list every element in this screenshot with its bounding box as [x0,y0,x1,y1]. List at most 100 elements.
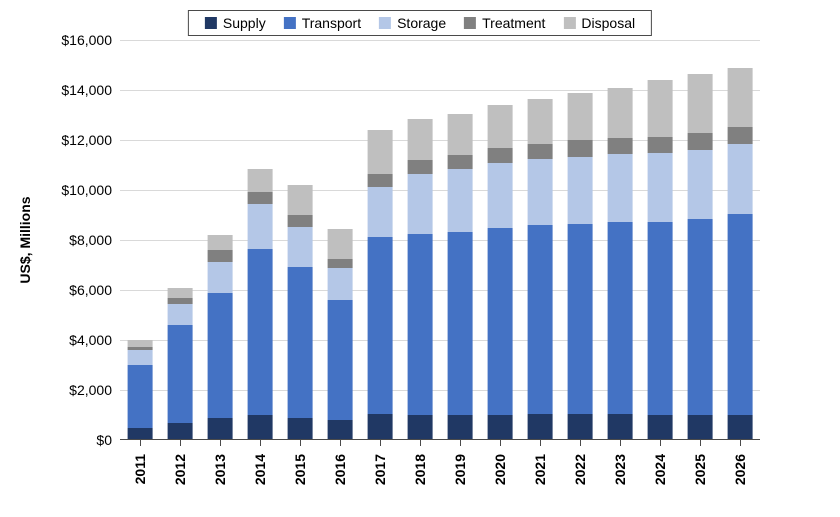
x-tick-mark [380,440,381,446]
x-tick-mark [420,440,421,446]
y-tick-label: $10,000 [47,182,112,198]
bar-segment-storage [328,268,353,301]
bar-segment-transport [568,224,593,414]
bar-segment-disposal [608,88,633,138]
stacked-bar [128,340,153,439]
bar-segment-transport [328,300,353,420]
bar-segment-disposal [408,119,433,160]
legend-swatch [205,17,217,29]
x-tick-label: 2023 [612,454,628,485]
x-tick-mark [620,440,621,446]
bar-segment-supply [568,414,593,439]
x-tick-mark [580,440,581,446]
bar-slot [480,40,520,439]
x-tick-mark [340,440,341,446]
bar-segment-storage [248,204,273,249]
bar-segment-storage [688,150,713,219]
bar-segment-storage [728,144,753,214]
bar-segment-storage [288,227,313,267]
bar-segment-treatment [328,259,353,268]
x-tick-label: 2011 [132,454,148,484]
bar-segment-disposal [208,235,233,250]
bar-segment-transport [208,293,233,418]
x-tick-mark [500,440,501,446]
stacked-bar [568,93,593,439]
bar-segment-storage [448,169,473,232]
legend-label: Disposal [581,15,635,31]
x-tick-mark [140,440,141,446]
stacked-bar [168,288,193,439]
bar-segment-disposal [368,130,393,174]
y-tick-label: $0 [47,432,112,448]
bar-segment-transport [248,249,273,415]
bar-segment-treatment [368,174,393,187]
bar-segment-treatment [288,215,313,226]
bar-segment-treatment [728,127,753,145]
x-tick-mark [220,440,221,446]
bar-segment-transport [648,222,673,416]
x-tick-mark [180,440,181,446]
bar-segment-storage [608,154,633,222]
stacked-bar [248,169,273,439]
stacked-bar [728,68,753,439]
bar-segment-supply [368,414,393,439]
y-tick-label: $14,000 [47,82,112,98]
x-tick-mark [300,440,301,446]
x-tick-label: 2019 [452,454,468,485]
x-tick-mark [540,440,541,446]
stacked-bar [408,119,433,439]
legend: SupplyTransportStorageTreatmentDisposal [188,10,652,36]
bar-segment-storage [488,163,513,228]
bar-segment-transport [528,225,553,414]
bar-segment-treatment [608,138,633,154]
bar-segment-disposal [248,169,273,192]
bar-segment-supply [408,415,433,439]
bar-segment-transport [408,234,433,415]
legend-swatch [563,17,575,29]
bar-slot [560,40,600,439]
x-tick-label: 2016 [332,454,348,485]
bar-slot [520,40,560,439]
bar-segment-treatment [408,160,433,174]
legend-item: Treatment [464,15,545,31]
bar-segment-storage [528,159,553,225]
x-tick-label: 2017 [372,454,388,485]
bar-segment-treatment [448,155,473,169]
x-tick-mark [260,440,261,446]
bar-slot [680,40,720,439]
bar-segment-disposal [648,80,673,136]
x-tick-label: 2026 [732,454,748,485]
x-tick-label: 2024 [652,454,668,485]
x-tick-label: 2022 [572,454,588,485]
y-tick-label: $8,000 [47,232,112,248]
bar-segment-supply [688,415,713,439]
bar-segment-supply [168,423,193,439]
bar-segment-transport [608,222,633,415]
bar-segment-storage [408,174,433,234]
bar-segment-storage [648,153,673,222]
bar-slot [280,40,320,439]
bar-segment-storage [168,304,193,325]
x-tick-label: 2025 [692,454,708,485]
legend-item: Transport [284,15,361,31]
x-tick-label: 2021 [532,454,548,485]
bar-segment-supply [208,418,233,439]
bar-segment-treatment [208,250,233,261]
bar-segment-disposal [288,185,313,215]
y-tick-label: $4,000 [47,332,112,348]
bar-segment-treatment [488,148,513,163]
bar-segment-transport [368,237,393,415]
bar-segment-disposal [168,288,193,298]
y-tick-label: $2,000 [47,382,112,398]
legend-swatch [284,17,296,29]
x-tick-label: 2018 [412,454,428,485]
bar-segment-disposal [448,114,473,155]
bar-segment-supply [328,420,353,439]
stacked-bar [328,229,353,439]
bar-segment-transport [128,365,153,428]
bar-segment-treatment [248,192,273,205]
bar-segment-disposal [568,93,593,141]
x-tick-mark [660,440,661,446]
x-tick-label: 2015 [292,454,308,485]
y-tick-label: $6,000 [47,282,112,298]
